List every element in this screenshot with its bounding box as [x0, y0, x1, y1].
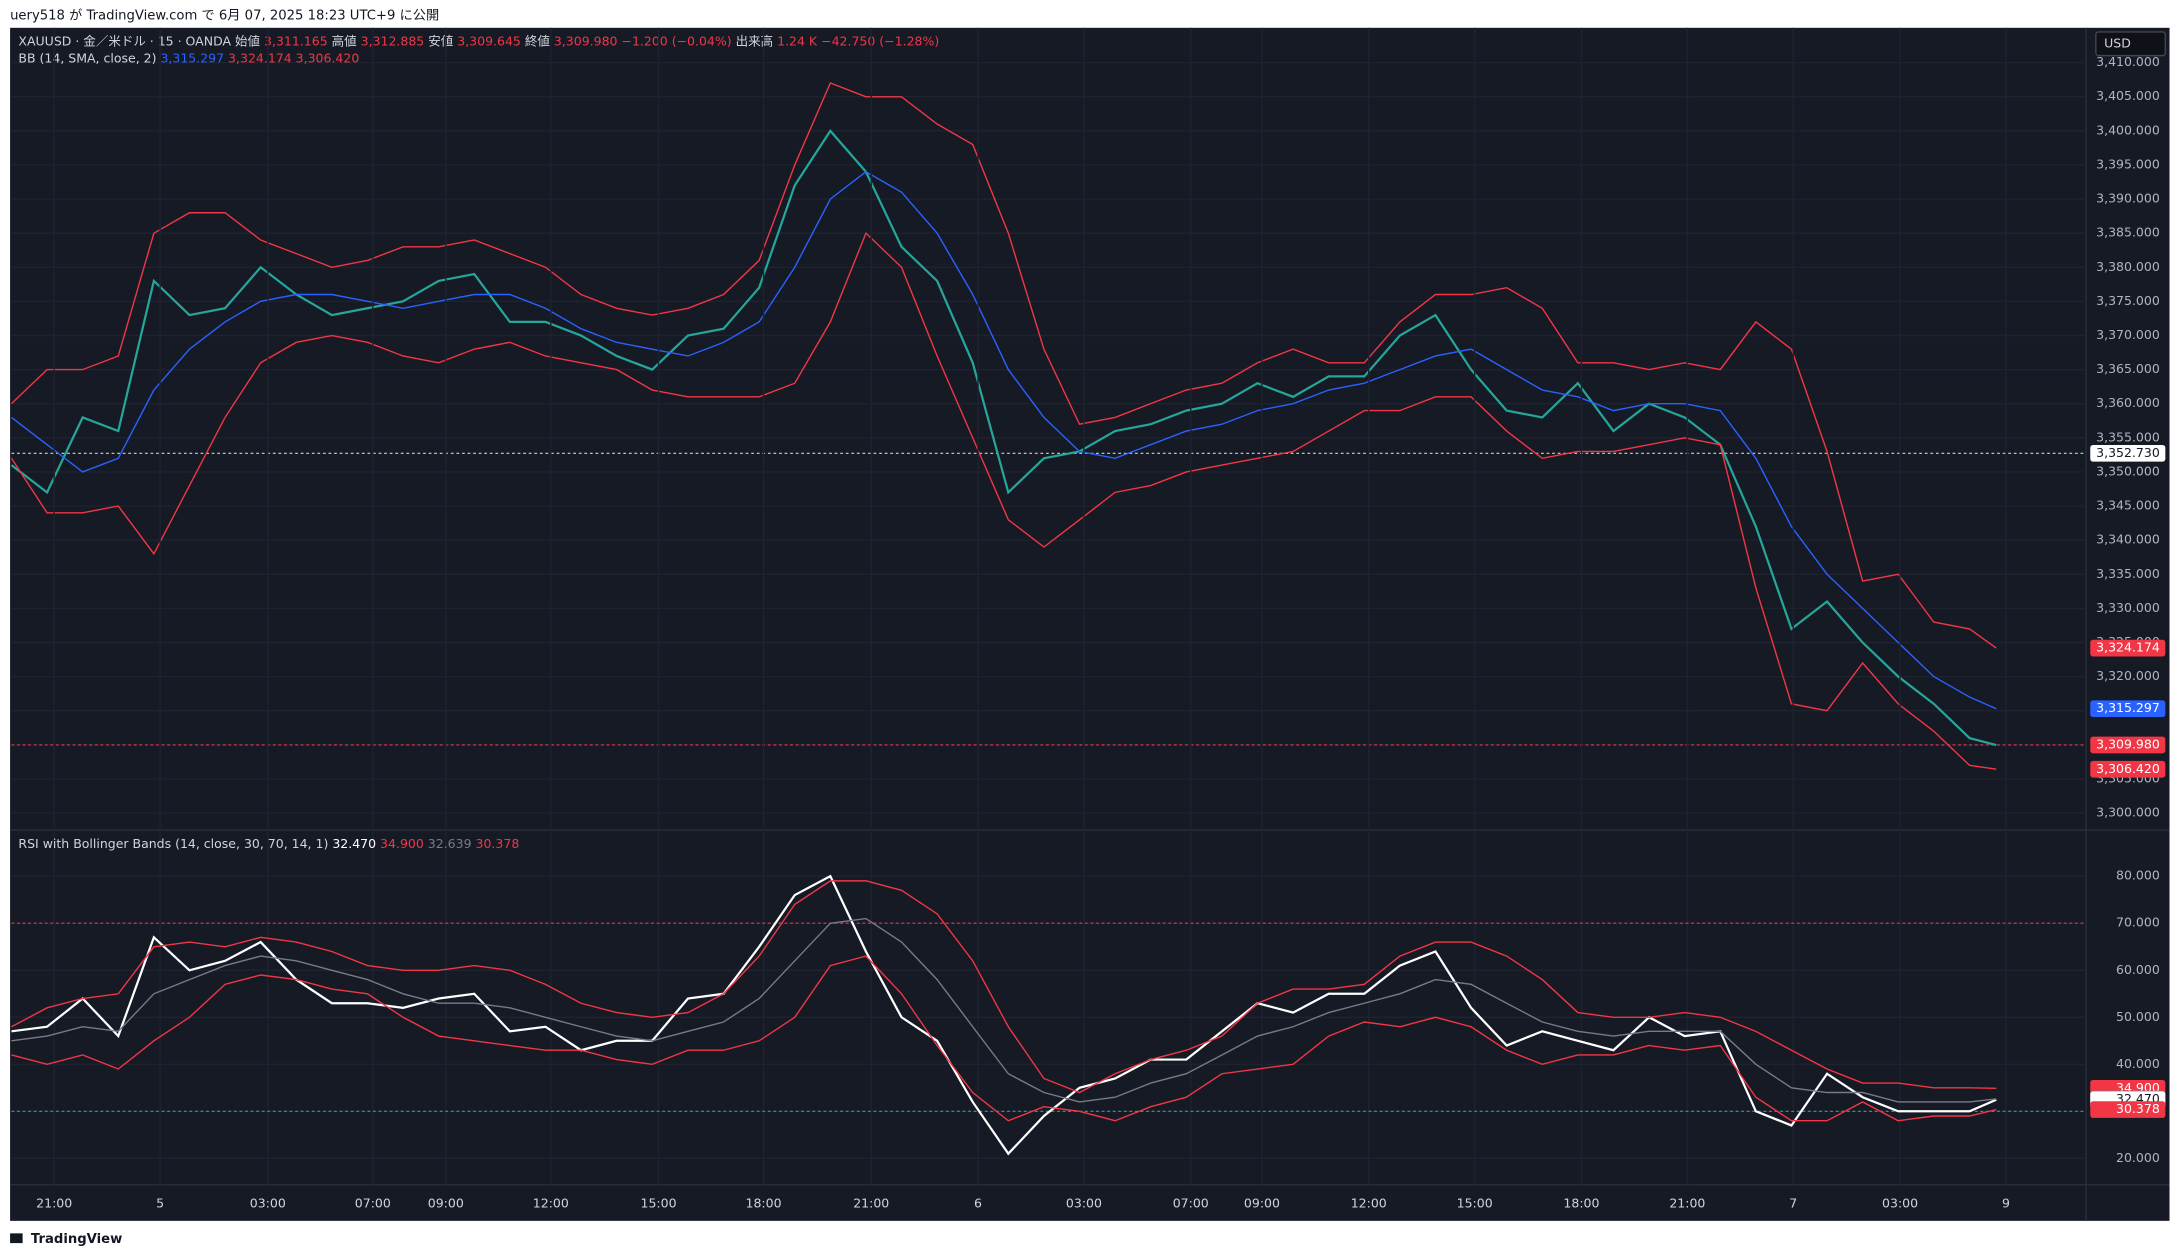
x-tick-label: 15:00 — [641, 1196, 677, 1211]
y-tick-label: 50.000 — [2116, 1009, 2160, 1024]
price-tag — [2090, 1101, 2166, 1118]
x-tick-label: 21:00 — [1669, 1196, 1705, 1211]
y-tick-label: 3,385.000 — [2096, 225, 2160, 240]
y-tick-label: 70.000 — [2116, 915, 2160, 930]
legend-value: 30.378 — [476, 836, 520, 851]
y-tick-label: 80.000 — [2116, 868, 2160, 883]
y-tick-label: 3,360.000 — [2096, 395, 2160, 410]
x-tick-label: 03:00 — [1882, 1196, 1918, 1211]
legend: RSI with Bollinger Bands (14, close, 30,… — [18, 836, 519, 851]
series-line — [10, 231, 1997, 770]
price-tag-label: 3,324.174 — [2096, 640, 2160, 655]
y-tick-label: 3,320.000 — [2096, 668, 2160, 683]
y-tick-label: 3,330.000 — [2096, 600, 2160, 615]
y-tick-label: 3,390.000 — [2096, 191, 2160, 206]
legend-value: 3,312.885 — [361, 33, 425, 48]
series-line — [11, 170, 1997, 710]
x-tick-label: 09:00 — [428, 1196, 464, 1211]
legend-value: 34.900 — [380, 836, 424, 851]
x-tick-label: 18:00 — [1563, 1196, 1599, 1211]
y-tick-label: 3,335.000 — [2096, 566, 2160, 581]
series-line — [10, 129, 1997, 747]
x-tick-label: 07:00 — [1173, 1196, 1209, 1211]
y-tick-label: 3,345.000 — [2096, 498, 2160, 513]
footer: TradingView — [31, 1232, 122, 1247]
caption: uery518 が TradingView.com で 6月 07, 2025 … — [10, 7, 439, 23]
y-tick-label: 3,300.000 — [2096, 805, 2160, 820]
legend-label: 始値 — [235, 33, 260, 48]
x-tick-label: 09:00 — [1244, 1196, 1280, 1211]
series-line — [11, 955, 1997, 1122]
x-tick-label: 12:00 — [1351, 1196, 1387, 1211]
series-line — [11, 874, 1997, 1156]
x-tick-label: 07:00 — [355, 1196, 391, 1211]
price-tag-label: 3,309.980 — [2096, 736, 2160, 751]
legend-value: 3,306.420 — [296, 50, 360, 65]
x-tick-label: 6 — [974, 1196, 982, 1211]
legend-label: 終値 — [525, 33, 550, 48]
x-tick-label: 15:00 — [1457, 1196, 1493, 1211]
legend-title: XAUUSD · 金／米ドル · 15 · OANDA — [18, 33, 231, 48]
y-tick-label: 3,380.000 — [2096, 259, 2160, 274]
y-tick-label: 3,365.000 — [2096, 361, 2160, 376]
price-tag-label: 30.378 — [2116, 1101, 2160, 1116]
legend-value: 1.24 K — [777, 33, 818, 48]
y-tick-label: 3,370.000 — [2096, 327, 2160, 342]
legend-label: 出来高 — [736, 33, 774, 48]
y-tick-label: 60.000 — [2116, 962, 2160, 977]
legend-value: 32.470 — [332, 836, 376, 851]
series-line — [11, 917, 1997, 1103]
y-tick-label: 3,405.000 — [2096, 88, 2160, 103]
footer-logo — [10, 1233, 23, 1244]
legend-label: 高値 — [332, 33, 357, 48]
legend-value: 3,315.297 — [160, 50, 224, 65]
price-tag — [2090, 736, 2166, 754]
currency: USD — [2104, 35, 2131, 50]
currency-box — [2095, 31, 2167, 57]
y-tick-label: 3,340.000 — [2096, 532, 2160, 547]
x-tick-label: 21:00 — [36, 1196, 72, 1211]
x-tick-label: 12:00 — [533, 1196, 569, 1211]
x-tick-label: 9 — [2002, 1196, 2010, 1211]
chart-bg — [10, 27, 2170, 1221]
legend-label: 安値 — [428, 33, 453, 48]
y-tick-label: 3,350.000 — [2096, 463, 2160, 478]
y-tick-label: 3,355.000 — [2096, 429, 2160, 444]
x-tick-label: 03:00 — [250, 1196, 286, 1211]
legend-value: −1.200 (−0.04%) — [621, 33, 731, 48]
legend-value: 3,309.980 — [554, 33, 618, 48]
legend-value: 3,311.165 — [264, 33, 328, 48]
legend-title: BB (14, SMA, close, 2) — [18, 50, 156, 65]
x-tick-label: 7 — [1789, 1196, 1797, 1211]
price-tag — [2090, 700, 2166, 718]
legend-value: 3,309.645 — [457, 33, 521, 48]
y-tick-label: 3,395.000 — [2096, 156, 2160, 171]
legend: XAUUSD · 金／米ドル · 15 · OANDA 始値 3,311.165… — [18, 33, 939, 48]
price-tag — [2090, 639, 2166, 657]
legend-value: −42.750 (−1.28%) — [821, 33, 939, 48]
sublegend: BB (14, SMA, close, 2) 3,315.297 3,324.1… — [18, 50, 359, 65]
price-tag — [2090, 444, 2166, 462]
y-tick-label: 40.000 — [2116, 1056, 2160, 1071]
price-tag-label: 3,306.420 — [2096, 761, 2160, 776]
series-line — [11, 880, 1997, 1094]
x-tick-label: 21:00 — [853, 1196, 889, 1211]
x-tick-label: 5 — [156, 1196, 164, 1211]
y-tick-label: 3,410.000 — [2096, 54, 2160, 69]
y-tick-label: 3,375.000 — [2096, 293, 2160, 308]
price-tag — [2090, 760, 2166, 778]
price-tag-label: 3,352.730 — [2096, 445, 2160, 460]
price-tag-label: 3,315.297 — [2096, 700, 2160, 715]
series-line — [11, 82, 1997, 649]
x-tick-label: 03:00 — [1066, 1196, 1102, 1211]
x-tick-label: 18:00 — [746, 1196, 782, 1211]
y-tick-label: 20.000 — [2116, 1150, 2160, 1165]
legend-value: 3,324.174 — [228, 50, 292, 65]
y-tick-label: 3,400.000 — [2096, 122, 2160, 137]
legend-value: 32.639 — [428, 836, 472, 851]
legend-title: RSI with Bollinger Bands (14, close, 30,… — [18, 836, 328, 851]
